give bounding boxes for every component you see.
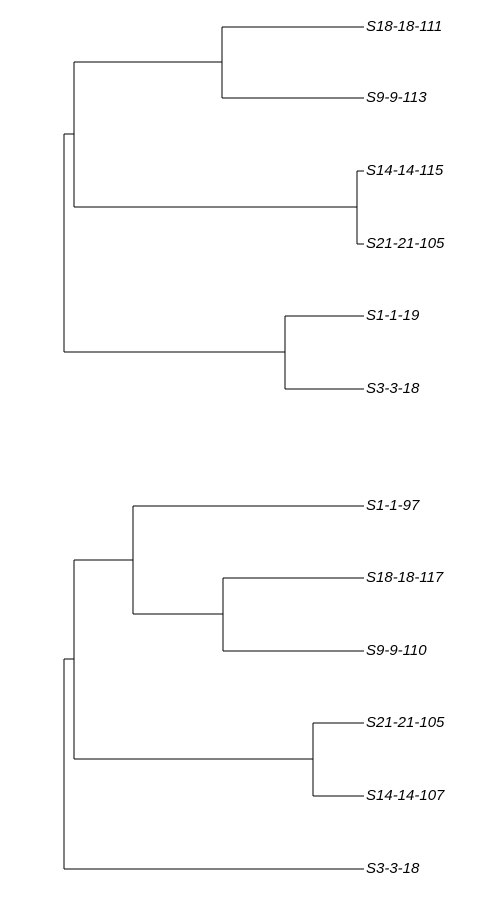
leaf-label: S14-14-115 bbox=[366, 162, 444, 179]
leaf-label: S14-14-107 bbox=[366, 787, 445, 804]
leaf-label: S9-9-113 bbox=[366, 89, 427, 106]
leaf-label: S21-21-105 bbox=[366, 714, 445, 731]
leaf-label: S3-3-18 bbox=[366, 380, 420, 397]
leaf-label: S18-18-117 bbox=[366, 569, 444, 586]
leaf-label: S21-21-105 bbox=[366, 235, 445, 252]
leaf-label: S1-1-97 bbox=[366, 497, 420, 514]
leaf-label: S9-9-110 bbox=[366, 642, 427, 659]
leaf-label: S1-1-19 bbox=[366, 307, 420, 324]
leaf-label: S18-18-111 bbox=[366, 18, 442, 35]
leaf-label: S3-3-18 bbox=[366, 860, 420, 877]
